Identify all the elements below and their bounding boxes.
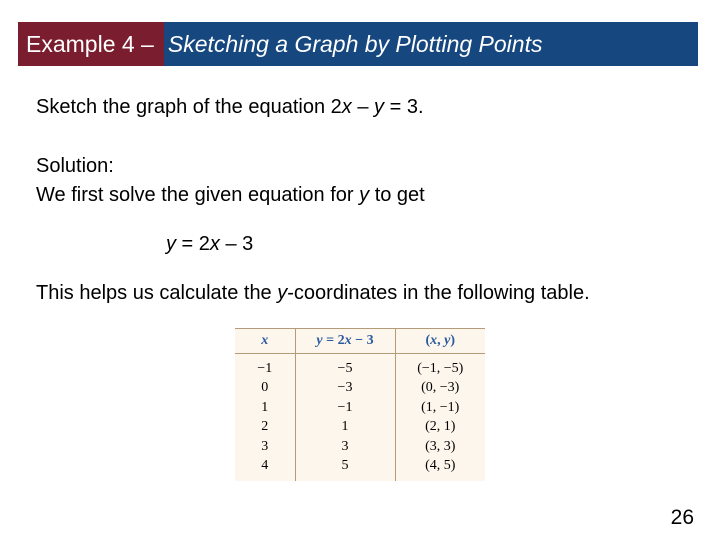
cell-y: 5 [295,456,395,481]
cell-x: −1 [235,353,295,378]
cell-y: 1 [295,417,395,437]
prompt-var-x: x [342,96,352,118]
cell-x: 0 [235,378,295,398]
solution-line1-var: y [359,184,369,206]
closing-var: y [277,282,287,304]
cell-y: −1 [295,398,395,418]
solution-line1: We first solve the given equation for y … [36,183,684,208]
closing-suffix: -coordinates in the following table. [287,282,589,304]
table-row: −1−5(−1, −5) [235,353,485,378]
prompt-var-y: y [374,96,384,118]
table-row: 1−1(1, −1) [235,398,485,418]
title-left: Example 4 – [18,22,164,66]
col-header-y: y = 2x − 3 [295,329,395,354]
solution-line1-suffix: to get [369,184,425,206]
prompt-prefix: Sketch the graph of the equation 2 [36,96,342,118]
eq-var-y: y [166,233,176,255]
cell-x: 2 [235,417,295,437]
example-subtitle: Sketching a Graph by Plotting Points [168,31,543,58]
page-number: 26 [671,506,694,530]
eq-var-x: x [210,233,220,255]
cell-pair: (2, 1) [395,417,485,437]
cell-x: 4 [235,456,295,481]
table-row: 33(3, 3) [235,437,485,457]
solution-label: Solution: [36,154,684,179]
cell-y: −3 [295,378,395,398]
table-row: 0−3(0, −3) [235,378,485,398]
equation: y = 2x – 3 [166,232,684,257]
cell-pair: (0, −3) [395,378,485,398]
title-right: Sketching a Graph by Plotting Points [164,22,698,66]
closing-prefix: This helps us calculate the [36,282,277,304]
example-label: Example 4 – [26,31,154,58]
solution-line1-prefix: We first solve the given equation for [36,184,359,206]
cell-x: 3 [235,437,295,457]
closing-line: This helps us calculate the y-coordinate… [36,281,684,306]
eq-mid: = 2 [176,233,210,255]
title-bar: Example 4 – Sketching a Graph by Plottin… [18,22,698,66]
table-header-row: x y = 2x − 3 (x, y) [235,329,485,354]
cell-pair: (−1, −5) [395,353,485,378]
prompt-line: Sketch the graph of the equation 2x – y … [36,95,684,120]
col-header-pair: (x, y) [395,329,485,354]
col-header-x: x [235,329,295,354]
prompt-mid: – [352,96,374,118]
cell-pair: (1, −1) [395,398,485,418]
table-row: 45(4, 5) [235,456,485,481]
cell-x: 1 [235,398,295,418]
cell-y: −5 [295,353,395,378]
cell-y: 3 [295,437,395,457]
cell-pair: (3, 3) [395,437,485,457]
content: Sketch the graph of the equation 2x – y … [36,95,684,481]
table-row: 21(2, 1) [235,417,485,437]
cell-pair: (4, 5) [395,456,485,481]
eq-suffix: – 3 [220,233,253,255]
value-table: x y = 2x − 3 (x, y) −1−5(−1, −5) 0−3(0, … [235,328,485,481]
prompt-suffix: = 3. [384,96,423,118]
table-wrap: x y = 2x − 3 (x, y) −1−5(−1, −5) 0−3(0, … [36,328,684,481]
